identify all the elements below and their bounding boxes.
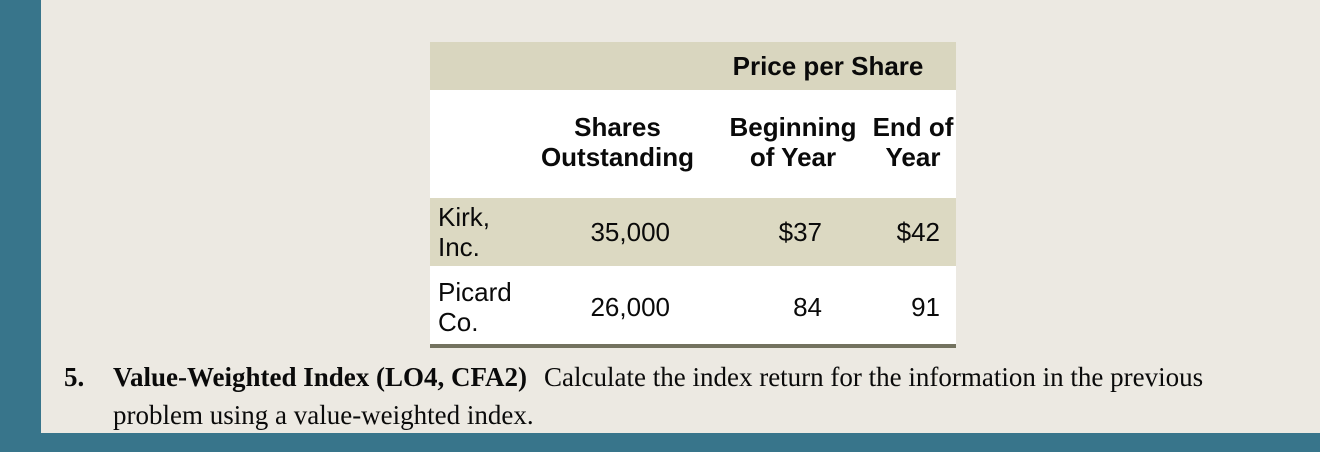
shares-outstanding-value: 26,000 [535, 266, 700, 344]
beginning-of-year-header: Beginning of Year [700, 90, 870, 194]
company-name: Picard Co. [430, 266, 535, 344]
problem-body: Calculate the index return for the infor… [113, 362, 1204, 430]
row-label-header-cell [430, 90, 535, 194]
end-of-year-header: End of Year [870, 90, 956, 194]
problem-number: 5. [64, 362, 85, 392]
shares-outstanding-header: Shares Outstanding [535, 90, 700, 194]
stock-table: Price per Share Shares Outstanding Begin… [430, 42, 956, 344]
column-header-row: Shares Outstanding Beginning of Year End… [430, 90, 956, 194]
beginning-price-value: $37 [700, 194, 870, 266]
table-row-kirk: Kirk, Inc. 35,000 $37 $42 [430, 194, 956, 266]
end-price-value: 91 [870, 266, 956, 344]
company-name: Kirk, Inc. [430, 194, 535, 266]
table-row-picard: Picard Co. 26,000 84 91 [430, 266, 956, 344]
left-accent-bar [0, 0, 41, 433]
shares-outstanding-value: 35,000 [535, 194, 700, 266]
end-price-value: $42 [870, 194, 956, 266]
price-per-share-header: Price per Share [700, 42, 956, 90]
table-bottom-rule [430, 344, 956, 348]
stock-table-container: Price per Share Shares Outstanding Begin… [430, 42, 956, 348]
problem-5: 5. Value-Weighted Index (LO4, CFA2) Calcu… [64, 358, 1265, 434]
beginning-price-value: 84 [700, 266, 870, 344]
spanner-blank-cell [430, 42, 700, 90]
bottom-accent-bar [0, 433, 1320, 452]
spanner-header-row: Price per Share [430, 42, 956, 90]
problem-title: Value-Weighted Index (LO4, CFA2) [113, 362, 528, 392]
problem-text: Value-Weighted Index (LO4, CFA2) Calculat… [113, 358, 1265, 434]
